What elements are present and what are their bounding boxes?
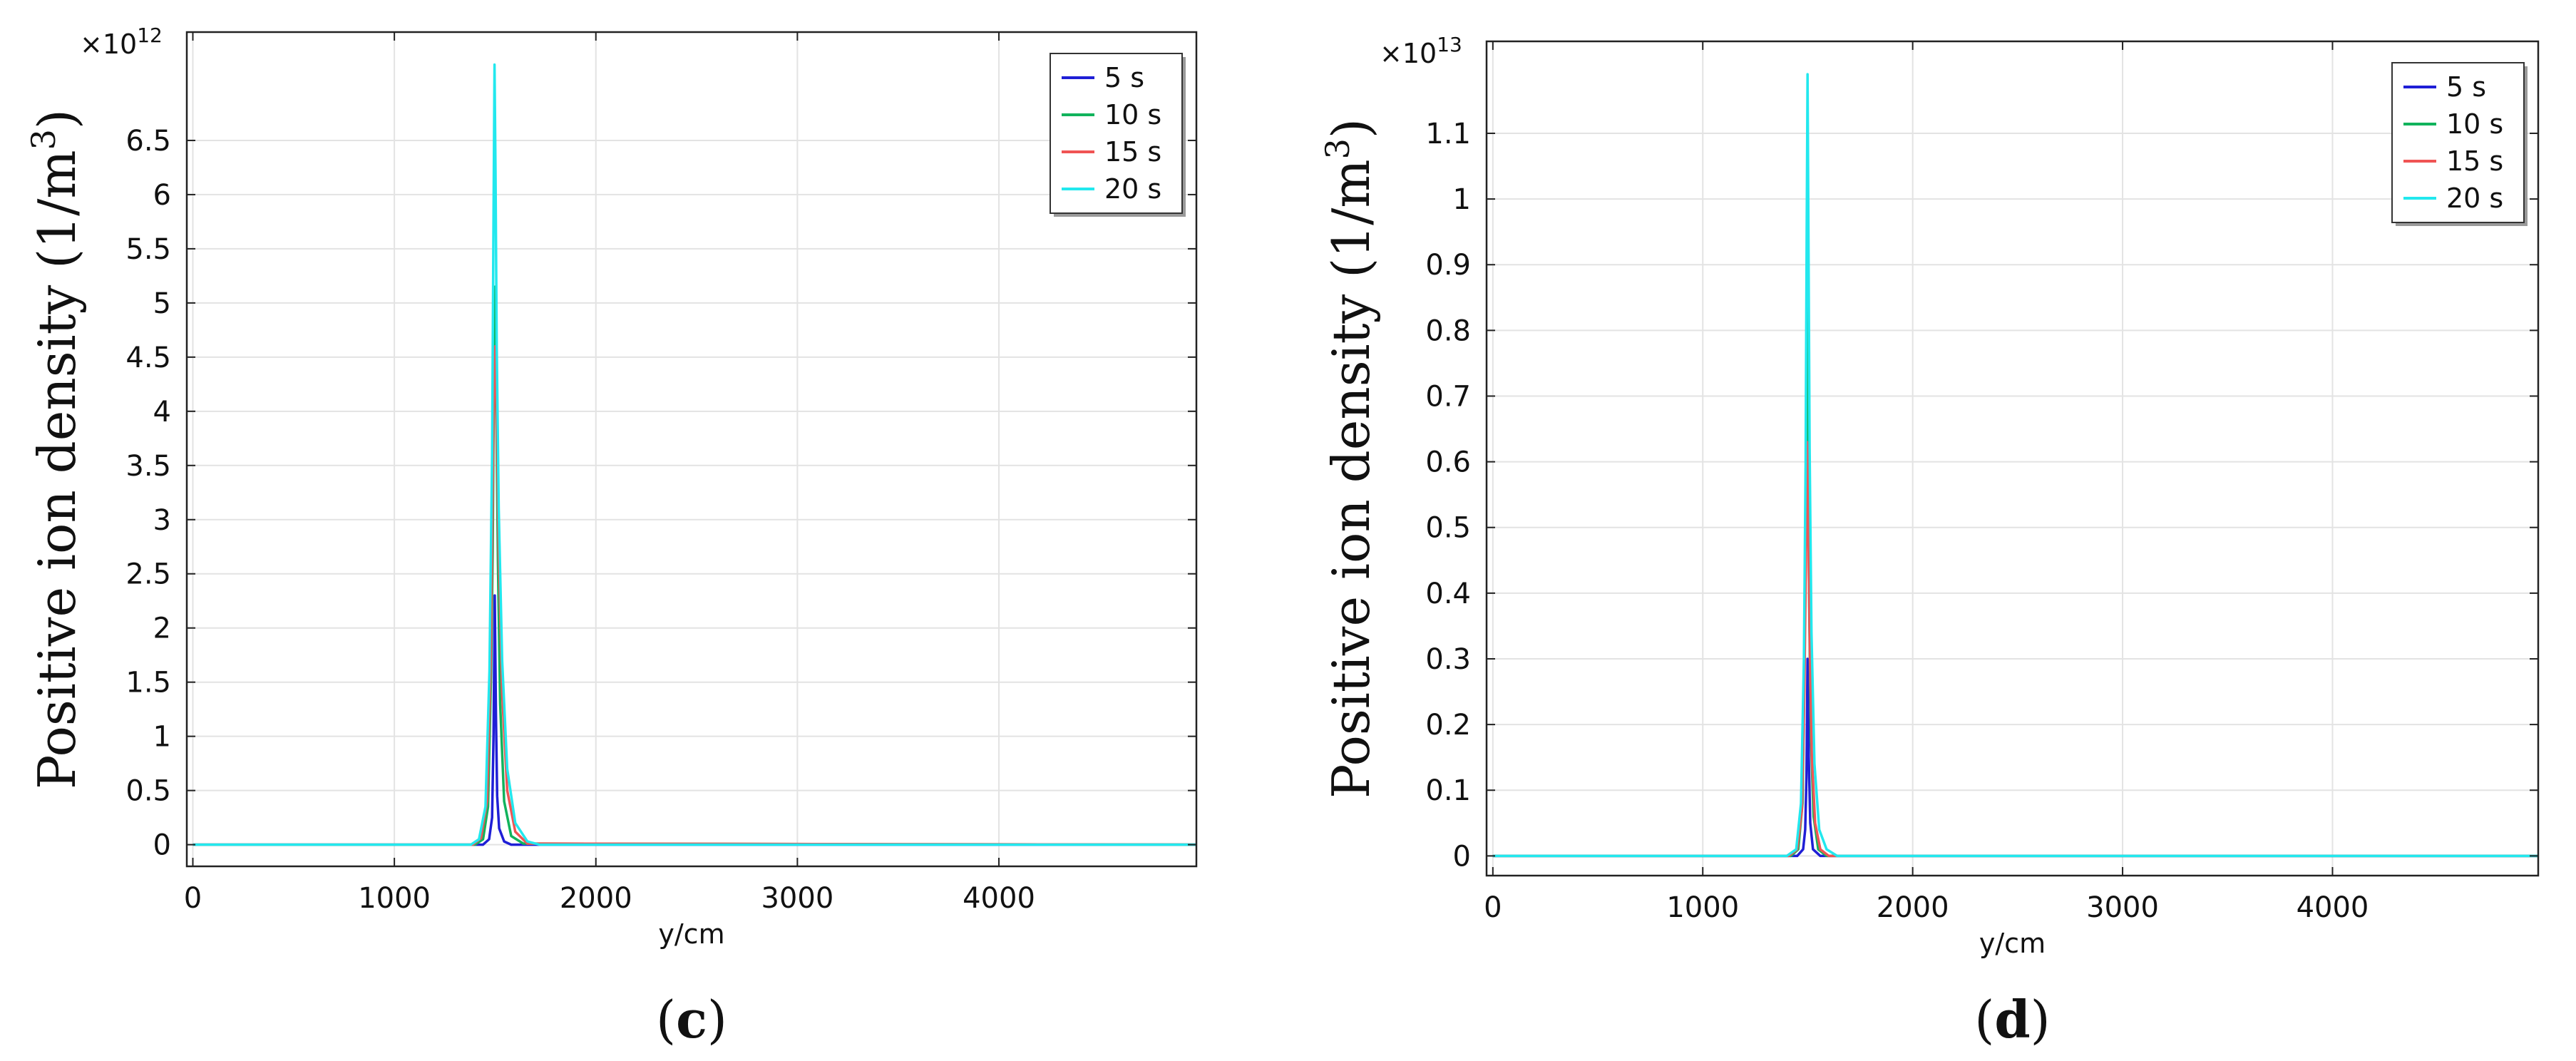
y-tick-label: 1.5 [125,667,171,699]
y-tick-label: 0.1 [1425,774,1471,807]
y-axis-label: Positive ion density (1/m3) [1318,118,1381,799]
y-multiplier-exp: 12 [137,24,163,47]
x-tick-label: 0 [1484,891,1502,924]
legend-box [2391,62,2525,223]
legend-entry: 10 s [1104,99,1161,130]
y-tick-label: 0.3 [1425,643,1471,676]
legend-entry: 20 s [2446,183,2503,214]
chart-panel-d: 0 1000 2000 3000 4000 0 0.1 0.2 0.3 0.4 0.5 0.6 0.7 0… [1290,0,2576,1061]
y-axis-label-main: Positive ion density (1/m [1321,159,1381,799]
y-tick-label: 2 [153,612,171,645]
x-tick-label: 1000 [358,882,431,915]
panel-caption: (d) [1974,989,2051,1050]
y-axis-label-end: ) [27,109,87,129]
legend-box [1050,53,1183,214]
y-tick-label: 6 [153,179,171,212]
panel-caption-letter: d [1994,989,2030,1050]
panel-caption-open: ( [1974,990,1994,1050]
chart-d: 0 1000 2000 3000 400000.10.20.30.40.50.60.70… [1318,33,2540,1050]
y-tick-label: 3 [153,504,171,537]
panel-caption-close: ) [707,990,727,1050]
y-multiplier-base: ×10 [80,29,137,60]
legend-entry: 20 s [1104,173,1161,205]
x-tick-label: 4000 [963,882,1035,915]
panel-caption-open: ( [656,990,676,1050]
x-tick-label: 4000 [2297,891,2369,924]
y-tick-label: 0.9 [1425,249,1471,282]
y-tick-label: 0.7 [1425,380,1471,413]
legend: 5 s 10 s 15 s 20 s [1050,53,1186,217]
axes-frame [1485,40,2540,877]
y-tick-label: 1 [153,721,171,754]
legend-entry: 15 s [1104,136,1161,168]
y-tick-label: 4 [153,396,171,429]
y-multiplier-base: ×10 [1380,38,1437,69]
y-tick-label: 0 [1453,840,1471,873]
y-tick-label: 1 [1453,183,1471,216]
y-axis-label: Positive ion density (1/m3) [24,109,87,789]
panel-caption-close: ) [2031,990,2051,1050]
legend-entry: 5 s [2446,71,2486,103]
x-axis: 0 1000 2000 3000 4000 [184,32,1035,915]
series-lines [1492,73,2538,858]
plot-area [1487,41,2538,876]
series-line-5s [1492,657,2538,858]
chart-c: 0 1000 2000 3000 4000 0 0.5 1 1.5 2 2.5 3 3.5 4 4.5 5 5.… [24,24,1198,1050]
legend-entry: 5 s [1104,62,1144,93]
y-tick-label: 3.5 [125,450,171,483]
x-axis-label: y/cm [658,918,724,950]
y-axis: 0 0.5 1 1.5 2 2.5 3 3.5 4 4.5 5 5.5 6 6.5 [125,125,1196,862]
series-line-15s [193,344,1197,846]
chart-panel-c: 0 1000 2000 3000 4000 0 0.5 1 1.5 2 2.5 3 3.5 4 4.5 5 5.… [0,0,1212,1061]
x-tick-label: 3000 [2086,891,2159,924]
y-multiplier: ×1013 [1380,33,1462,69]
panel-caption-letter: c [676,989,707,1050]
y-tick-label: 0.5 [125,775,171,808]
series-line-5s [193,594,1196,846]
y-axis-label-sup: 3 [1318,138,1357,159]
x-tick-label: 3000 [761,882,833,915]
series-line-20s [193,63,1196,846]
legend-entry: 15 s [2446,145,2503,177]
y-multiplier-exp: 13 [1437,33,1462,56]
x-axis-label: y/cm [1979,928,2046,959]
y-tick-label: 0.6 [1425,446,1471,479]
y-tick-label: 0.4 [1425,578,1471,610]
y-multiplier: ×1012 [80,24,163,60]
y-tick-label: 1.1 [1425,118,1471,150]
y-axis-label-end: ) [1321,118,1381,138]
y-tick-label: 4.5 [125,342,171,374]
y-tick-label: 0 [153,829,171,862]
plot-area [187,32,1196,866]
y-axis: 0 0.1 0.2 0.3 0.4 0.5 0.6 0.7 0.8 0.9 1 1.1 [1425,118,2538,873]
y-tick-label: 6.5 [125,125,171,158]
panel-caption: (c) [656,989,727,1050]
y-tick-label: 0.8 [1425,314,1471,347]
legend: 5 s 10 s 15 s 20 s [2391,62,2528,226]
series-lines [193,63,1197,846]
y-tick-label: 0.5 [1425,512,1471,545]
y-tick-label: 5 [153,287,171,320]
y-tick-label: 0.2 [1425,709,1471,742]
x-tick-label: 2000 [560,882,632,915]
y-axis-label-main: Positive ion density (1/m [27,150,87,789]
y-tick-label: 2.5 [125,558,171,591]
x-axis: 0 1000 2000 3000 4000 [1484,41,2369,924]
x-tick-label: 2000 [1877,891,1949,924]
grid [1487,41,2538,876]
series-line-20s [1492,73,2538,858]
legend-entry: 10 s [2446,108,2503,140]
axes-frame [185,31,1198,868]
x-tick-label: 0 [184,882,202,915]
y-axis-label-sup: 3 [24,129,63,150]
x-tick-label: 1000 [1666,891,1739,924]
y-tick-label: 5.5 [125,233,171,266]
